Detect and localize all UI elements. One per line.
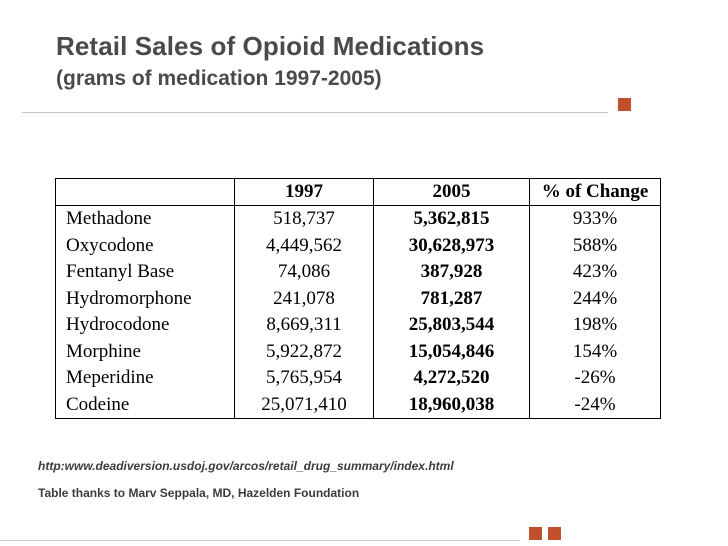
drug-name: Oxycodone [55,232,235,259]
value-1997: 5,922,872 [234,338,374,365]
value-2005: 15,054,846 [373,338,530,365]
accent-square-icon [548,527,561,540]
percent-change: -24% [529,391,661,419]
percent-change: -26% [529,365,661,392]
value-1997: 518,737 [234,205,374,233]
title-line-1: Retail Sales of Opioid Medications [56,31,485,61]
table-row: Morphine 5,922,872 15,054,846 154% [55,338,661,365]
percent-change: 588% [529,232,661,259]
value-1997: 4,449,562 [234,232,374,259]
header-1997: 1997 [234,178,374,206]
drug-name: Hydromorphone [55,285,235,312]
table-row: Oxycodone 4,449,562 30,628,973 588% [55,232,661,259]
header-drug [55,178,235,206]
table-row: Methadone 518,737 5,362,815 933% [55,205,661,233]
credit-line: Table thanks to Marv Seppala, MD, Hazeld… [38,486,360,500]
value-1997: 241,078 [234,285,374,312]
accent-square-icon [618,98,631,111]
drug-name: Hydrocodone [55,312,235,339]
source-url: http:www.deadiversion.usdoj.gov/arcos/re… [38,459,454,473]
table-row: Fentanyl Base 74,086 387,928 423% [55,259,661,286]
value-2005: 4,272,520 [373,365,530,392]
table-header-row: 1997 2005 % of Change [55,178,661,206]
table-row: Hydromorphone 241,078 781,287 244% [55,285,661,312]
drug-name: Codeine [55,391,235,419]
value-1997: 74,086 [234,259,374,286]
header-2005: 2005 [373,178,530,206]
value-1997: 5,765,954 [234,365,374,392]
percent-change: 423% [529,259,661,286]
value-2005: 30,628,973 [373,232,530,259]
footer-divider [0,540,520,541]
value-2005: 781,287 [373,285,530,312]
opioid-sales-table: 1997 2005 % of Change Methadone 518,737 … [55,178,661,419]
value-2005: 387,928 [373,259,530,286]
value-2005: 18,960,038 [373,391,530,419]
accent-square-icon [529,527,542,540]
title-divider [22,112,608,113]
drug-name: Morphine [55,338,235,365]
percent-change: 198% [529,312,661,339]
table-row: Hydrocodone 8,669,311 25,803,544 198% [55,312,661,339]
drug-name: Methadone [55,205,235,233]
value-2005: 5,362,815 [373,205,530,233]
header-percent-change: % of Change [529,178,661,206]
percent-change: 933% [529,205,661,233]
drug-name: Meperidine [55,365,235,392]
title-subtitle: (grams of medication 1997-2005) [56,67,382,90]
slide-title: Retail Sales of Opioid Medications (gram… [56,28,484,94]
value-2005: 25,803,544 [373,312,530,339]
table-row: Meperidine 5,765,954 4,272,520 -26% [55,365,661,392]
percent-change: 244% [529,285,661,312]
table-row: Codeine 25,071,410 18,960,038 -24% [55,391,661,419]
value-1997: 8,669,311 [234,312,374,339]
value-1997: 25,071,410 [234,391,374,419]
drug-name: Fentanyl Base [55,259,235,286]
percent-change: 154% [529,338,661,365]
